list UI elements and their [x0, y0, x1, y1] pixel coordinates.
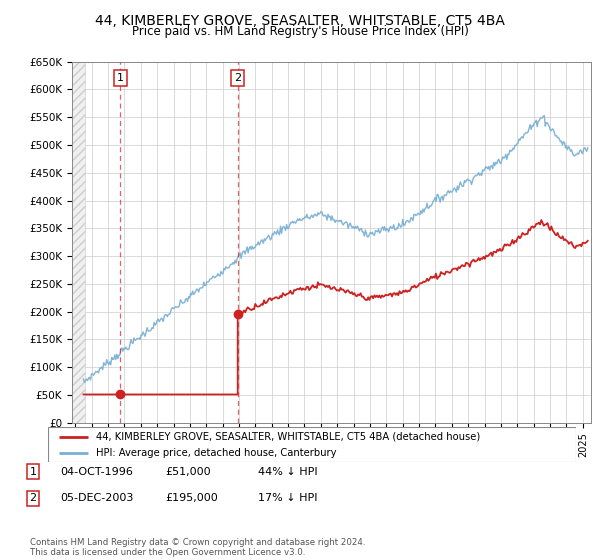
Text: 44% ↓ HPI: 44% ↓ HPI [258, 466, 317, 477]
Text: 2: 2 [234, 73, 241, 83]
Text: Contains HM Land Registry data © Crown copyright and database right 2024.
This d: Contains HM Land Registry data © Crown c… [30, 538, 365, 557]
Text: Price paid vs. HM Land Registry's House Price Index (HPI): Price paid vs. HM Land Registry's House … [131, 25, 469, 38]
Text: HPI: Average price, detached house, Canterbury: HPI: Average price, detached house, Cant… [95, 447, 336, 458]
Text: £51,000: £51,000 [165, 466, 211, 477]
Text: 17% ↓ HPI: 17% ↓ HPI [258, 493, 317, 503]
Text: 2: 2 [29, 493, 37, 503]
Text: 1: 1 [117, 73, 124, 83]
Text: £195,000: £195,000 [165, 493, 218, 503]
Text: 1: 1 [29, 466, 37, 477]
Text: 05-DEC-2003: 05-DEC-2003 [60, 493, 133, 503]
Text: 44, KIMBERLEY GROVE, SEASALTER, WHITSTABLE, CT5 4BA (detached house): 44, KIMBERLEY GROVE, SEASALTER, WHITSTAB… [95, 432, 480, 442]
Text: 04-OCT-1996: 04-OCT-1996 [60, 466, 133, 477]
FancyBboxPatch shape [48, 427, 576, 462]
Bar [72, 62, 85, 423]
Text: 44, KIMBERLEY GROVE, SEASALTER, WHITSTABLE, CT5 4BA: 44, KIMBERLEY GROVE, SEASALTER, WHITSTAB… [95, 14, 505, 28]
